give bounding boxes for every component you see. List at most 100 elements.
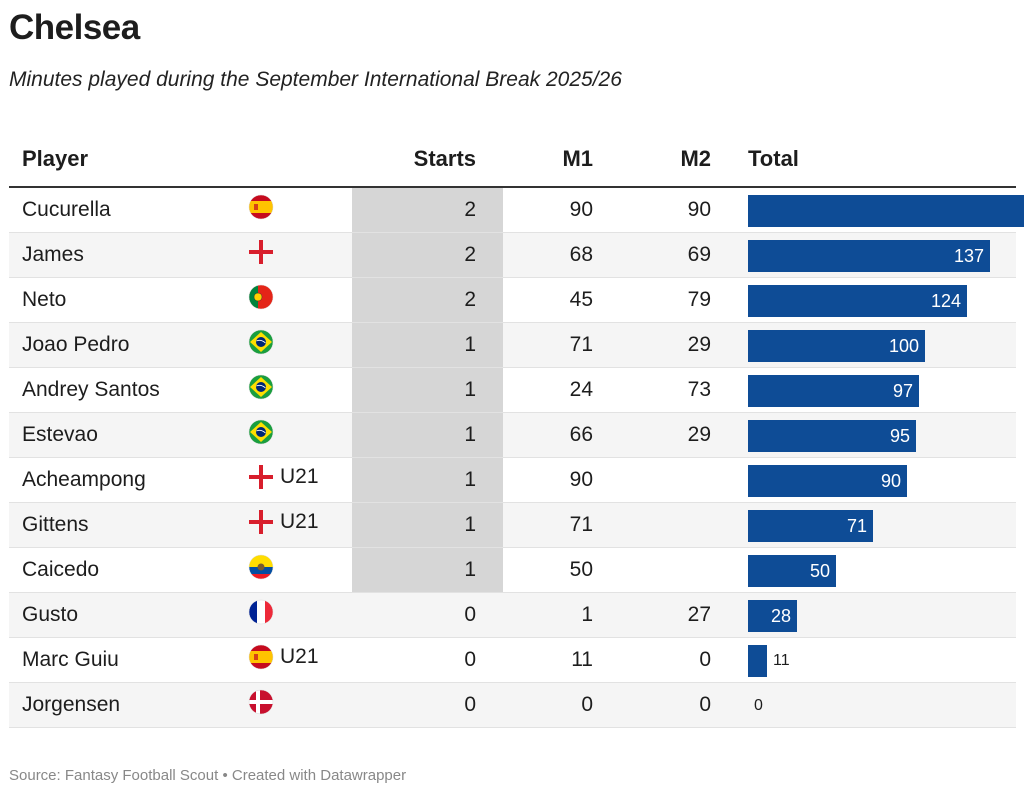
- player-nation: [222, 187, 352, 233]
- total-bar: [748, 555, 836, 587]
- m1-value: 1: [503, 592, 621, 638]
- player-name: Gittens: [9, 502, 222, 548]
- starts-value: 1: [352, 412, 503, 458]
- m1-value: 0: [503, 682, 621, 728]
- starts-value: 0: [352, 637, 503, 683]
- portugal-flag-icon: [248, 284, 274, 310]
- total-cell: 95: [739, 412, 1016, 458]
- total-value-label: 28: [770, 606, 791, 626]
- flag-column-header: [222, 132, 352, 188]
- starts-value: 1: [352, 367, 503, 413]
- england-flag-icon: [249, 510, 273, 534]
- total-value-label: 95: [889, 426, 910, 446]
- m1-value: 11: [503, 637, 621, 683]
- total-bar: [748, 465, 907, 497]
- player-nation: [222, 232, 352, 278]
- player-name: Jorgensen: [9, 682, 222, 728]
- nation-badge: [222, 689, 274, 715]
- table-row: Gittens U21 1 71 71: [9, 502, 1016, 548]
- total-bar: [748, 645, 767, 677]
- table-row: Cucurella29090180: [9, 187, 1024, 233]
- m1-value: 66: [503, 412, 621, 458]
- player-name: Andrey Santos: [9, 367, 222, 413]
- starts-value: 0: [352, 592, 503, 638]
- spain-flag-icon: [248, 644, 274, 670]
- total-cell: 28: [739, 592, 1016, 638]
- total-cell: 100: [739, 322, 1016, 368]
- total-column-header[interactable]: Total: [739, 132, 1016, 188]
- england-flag-icon: [249, 465, 273, 489]
- total-cell: 50: [739, 547, 1016, 593]
- m1-value: 50: [503, 547, 621, 593]
- total-bar: [748, 195, 1024, 227]
- m2-value: 73: [621, 367, 739, 413]
- starts-column-header[interactable]: Starts: [352, 132, 503, 188]
- player-nation: [222, 592, 352, 638]
- total-value-label: 90: [880, 471, 901, 491]
- spain-flag-icon: [248, 194, 274, 220]
- total-value-label: 11: [773, 652, 790, 669]
- team-level-label: U21: [280, 645, 319, 668]
- m2-value: 69: [621, 232, 739, 278]
- m2-value: 29: [621, 412, 739, 458]
- total-bar: [748, 285, 967, 317]
- team-level-label: U21: [280, 510, 319, 533]
- m1-column-header[interactable]: M1: [503, 132, 621, 188]
- nation-badge: [222, 554, 274, 580]
- player-nation: U21: [222, 502, 352, 548]
- m1-value: 90: [503, 457, 621, 503]
- table-row: Jorgensen 0 0 0 0: [9, 682, 1016, 728]
- table-row: Joao Pedro 1 71 29 100: [9, 322, 1016, 368]
- total-value-label: 97: [892, 381, 913, 401]
- player-name: Estevao: [9, 412, 222, 458]
- m2-value: [621, 457, 739, 503]
- m2-value: 0: [621, 637, 739, 683]
- table-row: Caicedo 1 50 50: [9, 547, 1016, 593]
- m1-value: 90: [503, 187, 621, 233]
- total-cell: 124: [739, 277, 1016, 323]
- table-row: Gusto 0 1 27 28: [9, 592, 1016, 638]
- player-nation: U21: [222, 457, 352, 503]
- player-name: Caicedo: [9, 547, 222, 593]
- nation-badge: [222, 374, 274, 400]
- table-row: Andrey Santos 1 24 73 97: [9, 367, 1016, 413]
- total-bar: [748, 240, 990, 272]
- player-nation: [222, 682, 352, 728]
- england-flag-icon: [249, 240, 273, 264]
- total-bar: [748, 330, 925, 362]
- total-value-label: 100: [888, 336, 919, 356]
- player-name: Joao Pedro: [9, 322, 222, 368]
- player-nation: [222, 547, 352, 593]
- denmark-flag-icon: [248, 689, 274, 715]
- brazil-flag-icon: [248, 329, 274, 355]
- m1-value: 71: [503, 322, 621, 368]
- chart-title: Chelsea: [9, 8, 140, 47]
- m2-value: 90: [621, 187, 739, 233]
- total-bar: [748, 375, 919, 407]
- starts-value: 2: [352, 277, 503, 323]
- player-nation: [222, 322, 352, 368]
- table-body: Cucurella29090180James26869137Neto245791…: [9, 187, 1024, 728]
- starts-value: 2: [352, 232, 503, 278]
- total-value-label: 124: [930, 291, 961, 311]
- total-cell: 11: [739, 637, 1016, 683]
- header-row: Player Starts M1 M2 Total: [9, 132, 1016, 188]
- total-cell: 71: [739, 502, 1016, 548]
- total-bar: [748, 420, 916, 452]
- total-value-label: 0: [754, 697, 763, 714]
- total-cell: 0: [739, 682, 1016, 728]
- player-name: Gusto: [9, 592, 222, 638]
- player-nation: [222, 412, 352, 458]
- total-cell: 180: [739, 187, 1024, 233]
- m2-column-header[interactable]: M2: [621, 132, 739, 188]
- team-level-label: U21: [280, 465, 319, 488]
- starts-value: 2: [352, 187, 503, 233]
- total-cell: 137: [739, 232, 1016, 278]
- starts-value: 1: [352, 502, 503, 548]
- starts-value: 1: [352, 457, 503, 503]
- player-nation: [222, 277, 352, 323]
- nation-badge: [222, 239, 274, 265]
- player-column-header[interactable]: Player: [9, 132, 222, 188]
- nation-badge: U21: [222, 464, 319, 490]
- player-name: Acheampong: [9, 457, 222, 503]
